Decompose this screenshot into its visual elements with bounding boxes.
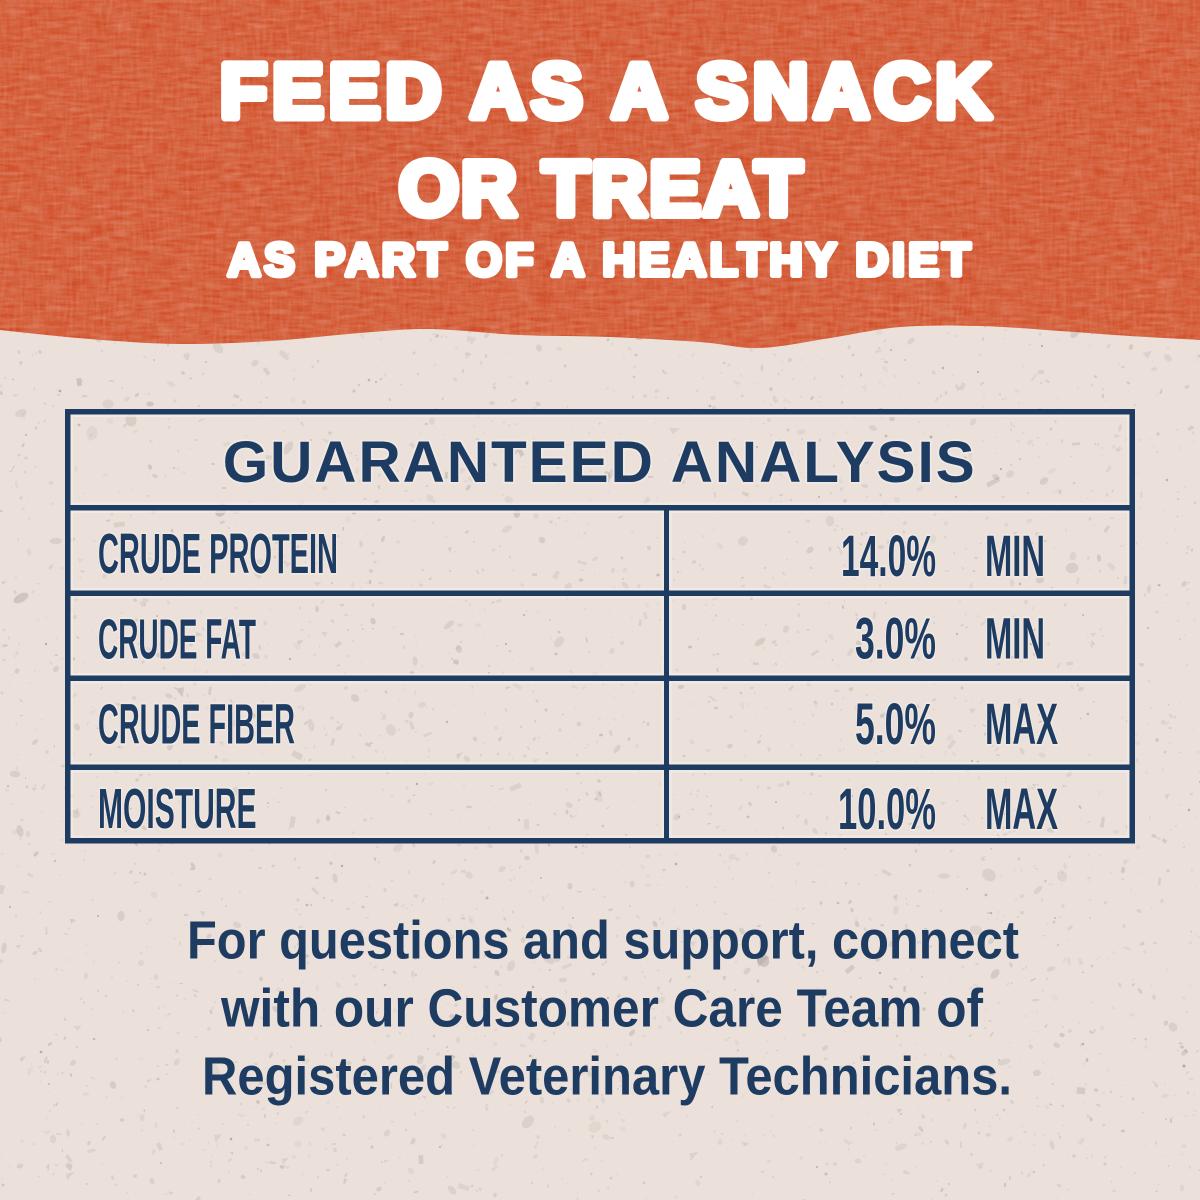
svg-text:MOISTURE: MOISTURE xyxy=(98,777,257,841)
svg-text:5.0%: 5.0% xyxy=(855,692,936,757)
svg-text:3.0%: 3.0% xyxy=(855,606,936,671)
svg-text:14.0%: 14.0% xyxy=(841,524,936,589)
svg-text:MAX: MAX xyxy=(985,692,1058,757)
svg-text:MAX: MAX xyxy=(985,777,1058,842)
svg-text:For questions and support, con: For questions and support, connect xyxy=(187,911,1019,971)
svg-text:10.0%: 10.0% xyxy=(838,777,936,842)
svg-text:CRUDE PROTEIN: CRUDE PROTEIN xyxy=(98,522,338,586)
svg-text:MIN: MIN xyxy=(985,524,1045,589)
svg-text:GUARANTEED ANALYSIS: GUARANTEED ANALYSIS xyxy=(223,430,975,495)
svg-text:FEED AS A SNACK: FEED AS A SNACK xyxy=(220,49,991,135)
svg-text:Registered Veterinary Technici: Registered Veterinary Technicians. xyxy=(202,1047,1012,1107)
svg-text:CRUDE FIBER: CRUDE FIBER xyxy=(98,693,295,757)
svg-text:with our Customer Care Team of: with our Customer Care Team of xyxy=(220,979,984,1039)
svg-text:CRUDE FAT: CRUDE FAT xyxy=(98,608,256,672)
svg-text:MIN: MIN xyxy=(985,606,1045,671)
